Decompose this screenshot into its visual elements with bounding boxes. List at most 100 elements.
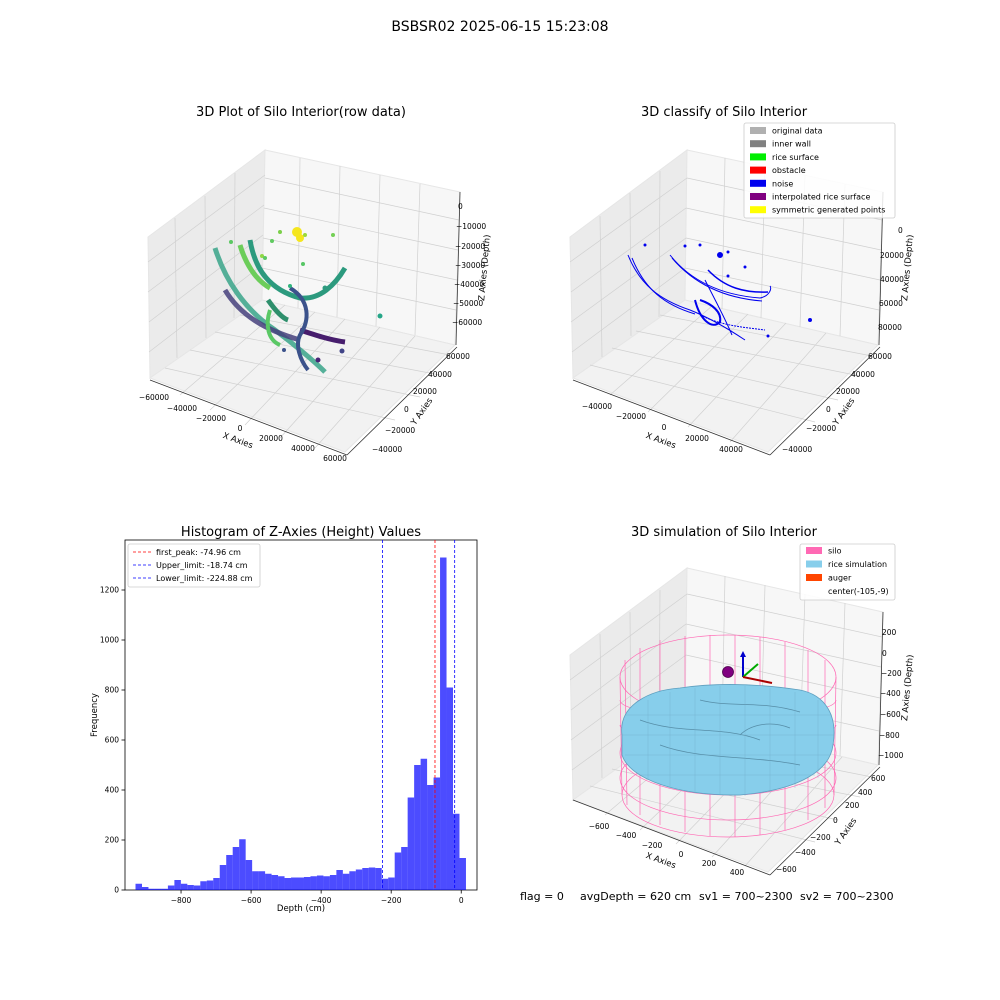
- raw-x-tick: 0: [238, 424, 243, 433]
- histogram-x-tick-label: 0: [459, 896, 464, 905]
- histogram-bar: [420, 758, 428, 890]
- histogram-bar: [427, 785, 434, 890]
- histogram-bar: [388, 877, 395, 890]
- simulation-y-tick: −600: [776, 865, 797, 874]
- classify-pane-floor: [571, 299, 880, 453]
- raw-x-label: X Axies: [221, 431, 254, 451]
- histogram-bar: [362, 868, 369, 890]
- histogram-y-tick-label: 1200: [100, 586, 119, 595]
- raw-x-axis-line: [149, 379, 348, 456]
- classify-x-tick: −20000: [616, 412, 646, 421]
- classify-z-label: Z Axies (Depth): [900, 234, 916, 301]
- classify-z-tick: 40000: [880, 275, 904, 284]
- simulation-x-tick: 0: [679, 850, 684, 859]
- classify-legend: original data inner wall rice surface obsta…: [743, 122, 896, 219]
- histogram-bar: [394, 852, 402, 890]
- simulation-x-axis-line: [572, 799, 771, 876]
- histogram-bar: [407, 797, 415, 890]
- histogram-bar: [180, 883, 188, 890]
- histogram-bar: [252, 871, 259, 890]
- histogram-bar: [329, 875, 337, 890]
- raw-y-tick: 20000: [413, 387, 437, 396]
- classify-x-ticks: −40000 −20000 0 20000 40000: [582, 402, 743, 454]
- classify-z-tick: 80000: [878, 323, 902, 332]
- histogram-bars: [135, 557, 466, 890]
- raw-z-tick: −40000: [454, 280, 484, 289]
- raw-3d-plot[interactable]: 3D Plot of Silo Interior(row data): [139, 105, 493, 463]
- histogram-bar: [342, 873, 350, 890]
- histogram-bar: [206, 880, 214, 890]
- classify-z-tick: 0: [898, 226, 903, 235]
- simulation-x-tick: 200: [702, 859, 717, 868]
- simulation-legend-swatch: [806, 547, 822, 554]
- classify-y-tick: −40000: [782, 445, 812, 454]
- histogram-legend-items: first_peak: -74.96 cm Upper_limit: -18.74…: [133, 548, 253, 583]
- status-avg-depth: avgDepth = 620 cm: [580, 890, 691, 903]
- simulation-3d-plot[interactable]: 3D simulation of Silo Interior: [569, 525, 916, 877]
- classify-z-tick: 60000: [879, 299, 903, 308]
- classify-z-tick: 20000: [880, 251, 904, 260]
- histogram-bar: [200, 881, 207, 890]
- histogram-x-tick-label: −600: [241, 896, 262, 905]
- histogram-bar: [355, 869, 363, 890]
- simulation-y-tick: 600: [871, 774, 886, 783]
- raw-y-tick: 60000: [446, 352, 470, 361]
- raw-point-cloud: [212, 227, 383, 374]
- histogram-bar: [219, 865, 227, 890]
- classify-x-tick: −40000: [582, 402, 612, 411]
- simulation-z-axis-line: [878, 611, 884, 766]
- histogram-bar: [381, 878, 389, 890]
- classify-3d-plot[interactable]: 3D classify of Silo Interior: [569, 105, 916, 456]
- simulation-y-tick: −400: [795, 848, 816, 857]
- simulation-legend: silo rice simulation auger center(-105,-9): [799, 543, 896, 601]
- histogram-legend-label: Lower_limit: -224.88 cm: [156, 574, 253, 583]
- raw-z-tick: 0: [458, 202, 463, 211]
- histogram-bar: [440, 557, 447, 890]
- raw-y-tick: −20000: [385, 426, 415, 435]
- histogram-bar: [368, 867, 376, 890]
- histogram-x-tick-label: −400: [311, 896, 332, 905]
- classify-legend-box: [743, 122, 896, 219]
- histogram-bar: [401, 847, 408, 890]
- histogram-bar: [291, 877, 298, 890]
- histogram-bar: [446, 687, 454, 890]
- histogram-bar: [433, 777, 441, 890]
- simulation-legend-swatch: [806, 574, 822, 581]
- simulation-y-tick: 400: [858, 788, 873, 797]
- simulation-legend-items: silo rice simulation auger center(-105,-9): [806, 547, 889, 596]
- status-sv2: sv2 = 700~2300: [800, 890, 894, 903]
- histogram-bar: [213, 878, 220, 890]
- simulation-legend-label: rice simulation: [828, 560, 887, 569]
- histogram-bar: [303, 877, 311, 890]
- classify-z-ticks: 0 20000 40000 60000 80000: [878, 226, 904, 332]
- classify-y-tick: 20000: [836, 387, 860, 396]
- simulation-y-tick: 200: [845, 801, 860, 810]
- raw-y-tick: −40000: [372, 445, 402, 454]
- simulation-legend-label: silo: [828, 547, 842, 556]
- histogram-y-tick-label: 0: [114, 886, 119, 895]
- histogram-bar: [167, 885, 175, 890]
- histogram-x-tick-label: −200: [381, 896, 402, 905]
- simulation-y-ticks: −600 −400 −200 0 200 400 600: [776, 774, 886, 874]
- raw-z-tick: −50000: [453, 299, 483, 308]
- simulation-legend-label: auger: [828, 574, 852, 583]
- raw-y-ticks: −40000 −20000 0 20000 40000 60000: [372, 352, 470, 454]
- classify-legend-items: original data inner wall rice surface obsta…: [750, 127, 885, 215]
- histogram-bar: [232, 847, 240, 890]
- simulation-legend-swatch: [806, 560, 822, 568]
- classify-legend-swatch: [750, 206, 766, 214]
- simulation-x-tick: 400: [730, 868, 745, 877]
- simulation-x-tick: −600: [589, 822, 610, 831]
- histogram-reference-lines: [382, 540, 456, 890]
- raw-pane-floor: [148, 299, 457, 453]
- histogram-bar: [316, 875, 324, 890]
- histogram-legend-box: [127, 543, 261, 588]
- histogram-bar: [375, 868, 382, 890]
- histogram-chart[interactable]: Histogram of Z-Axies (Height) Values −80…: [90, 525, 478, 914]
- raw-z-tick: −30000: [455, 261, 485, 270]
- histogram-bar: [161, 888, 168, 890]
- raw-x-tick: 40000: [291, 444, 315, 453]
- classify-x-tick: 20000: [685, 434, 709, 443]
- raw-y-label: Y Axies: [409, 396, 436, 428]
- classify-legend-label: inner wall: [772, 140, 811, 149]
